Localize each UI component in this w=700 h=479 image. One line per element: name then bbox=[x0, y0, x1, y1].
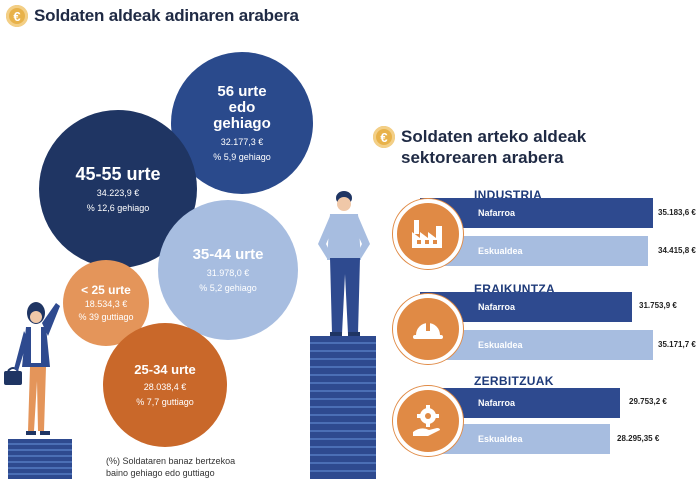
bar-label: Eskualdea bbox=[478, 246, 523, 256]
percentage-note: (%) Soldataren banaz bertzekoa baino geh… bbox=[106, 455, 235, 479]
bar-value: 35.183,6 € bbox=[658, 208, 696, 217]
gear-hand-icon bbox=[413, 405, 440, 436]
bar-label: Nafarroa bbox=[478, 398, 516, 408]
circle-lt25-pct: % 39 guttiago bbox=[78, 312, 134, 323]
coin-stack-tall bbox=[310, 336, 376, 479]
bar-label: Eskualdea bbox=[478, 434, 523, 444]
circle-45-pct: % 12,6 gehiago bbox=[86, 203, 150, 214]
man-illustration bbox=[310, 191, 376, 479]
circle-56-pct: % 5,9 gehiago bbox=[213, 151, 271, 162]
bar-value: 31.753,9 € bbox=[639, 301, 677, 310]
sector-icon-industria bbox=[393, 199, 463, 269]
circle-35-label: 35-44 urte bbox=[192, 246, 264, 264]
sector-icon-eraikuntza bbox=[393, 294, 463, 364]
euro-icon: € bbox=[373, 126, 395, 148]
circle-56-label-1: 56 urte bbox=[217, 83, 267, 101]
circle-35-value: 31.978,0 € bbox=[206, 267, 250, 278]
circle-25-value: 28.038,4 € bbox=[143, 381, 187, 392]
circle-lt25-value: 18.534,3 € bbox=[84, 299, 128, 310]
circle-35-pct: % 5,2 gehiago bbox=[199, 282, 257, 293]
circle-25-34: 25-34 urte 28.038,4 € % 7,7 guttiago bbox=[103, 323, 227, 447]
bar-value: 35.171,7 € bbox=[658, 340, 696, 349]
bar-label: Nafarroa bbox=[478, 302, 516, 312]
factory-icon bbox=[412, 220, 442, 248]
circle-56-label-3: gehiago bbox=[213, 114, 271, 132]
circle-35-44: 35-44 urte 31.978,0 € % 5,2 gehiago bbox=[158, 200, 298, 340]
circle-25-pct: % 7,7 guttiago bbox=[136, 396, 194, 407]
circle-25-label: 25-34 urte bbox=[134, 362, 196, 378]
circle-45-value: 34.223,9 € bbox=[96, 188, 140, 199]
right-title: Soldaten arteko aldeak sektorearen arabe… bbox=[401, 126, 586, 168]
circle-45-label: 45-55 urte bbox=[75, 163, 161, 184]
bar-value: 28.295,35 € bbox=[617, 434, 660, 443]
bar-label: Nafarroa bbox=[478, 208, 516, 218]
helmet-icon bbox=[413, 321, 443, 339]
right-title-line-1: Soldaten arteko aldeak bbox=[401, 127, 587, 146]
bar-value: 34.415,8 € bbox=[658, 246, 696, 255]
sector-title-zerbitzuak: ZERBITZUAK bbox=[474, 374, 554, 388]
euro-icon: € bbox=[6, 5, 28, 27]
woman-illustration bbox=[4, 302, 72, 479]
bar-value: 29.753,2 € bbox=[629, 397, 667, 406]
note-line-1: (%) Soldataren banaz bertzekoa bbox=[106, 456, 236, 466]
circle-lt25-label: < 25 urte bbox=[81, 282, 131, 297]
circle-56-label-2: edo bbox=[228, 99, 256, 117]
sector-icon-zerbitzuak bbox=[393, 386, 463, 456]
note-line-2: baino gehiago edo guttiago bbox=[106, 468, 215, 478]
left-title: Soldaten aldeak adinaren arabera bbox=[34, 6, 299, 25]
coin-stack-small bbox=[8, 439, 72, 479]
bar-label: Eskualdea bbox=[478, 340, 523, 350]
right-title-line-2: sektorearen arabera bbox=[401, 148, 564, 167]
circle-56-value: 32.177,3 € bbox=[220, 136, 264, 147]
